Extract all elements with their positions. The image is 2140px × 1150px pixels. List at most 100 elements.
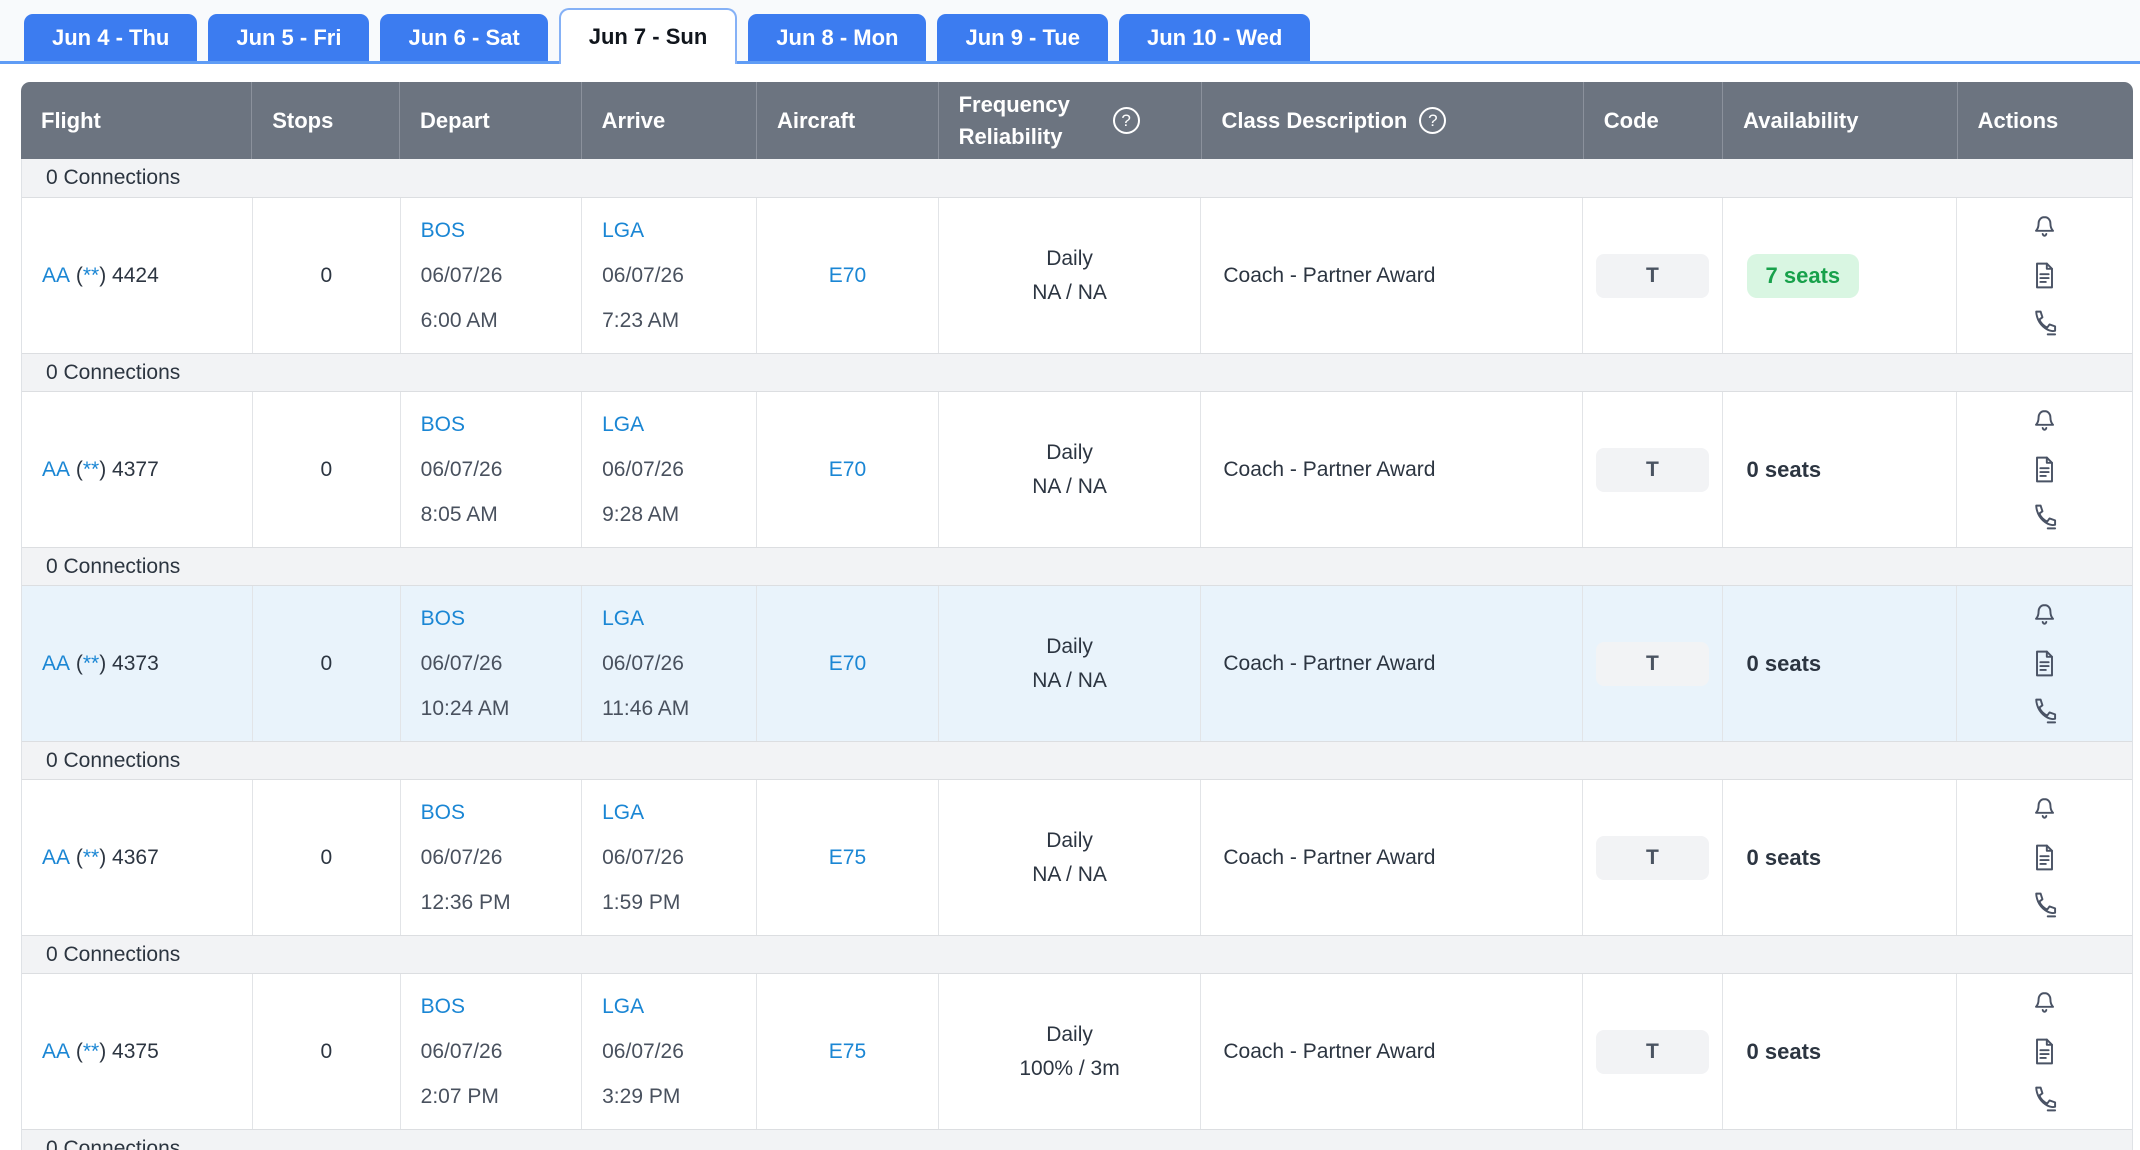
document-icon[interactable] — [2029, 648, 2060, 679]
actions-cell — [1955, 392, 2132, 547]
flight-cell: AA (**) 4373 — [22, 586, 252, 741]
depart-airport-link[interactable]: BOS — [420, 994, 466, 1018]
availability-badge: 7 seats — [1746, 253, 1860, 298]
availability-badge: 0 seats — [1746, 650, 1822, 676]
bell-icon[interactable] — [2029, 407, 2060, 438]
depart-date: 06/07/26 — [420, 651, 503, 675]
depart-airport-link[interactable]: BOS — [420, 800, 466, 824]
arrive-cell: LGA 06/07/26 9:28 AM — [581, 392, 756, 547]
codeshare-link[interactable]: ** — [82, 651, 100, 675]
aircraft-cell: E70 — [756, 586, 937, 741]
availability-badge: 0 seats — [1746, 456, 1822, 482]
date-tab[interactable]: Jun 7 - Sun — [558, 8, 738, 64]
date-tab[interactable]: Jun 4 - Thu — [24, 14, 198, 61]
document-icon[interactable] — [2029, 1036, 2060, 1067]
arrive-date: 06/07/26 — [602, 263, 684, 287]
codeshare-link[interactable]: ** — [82, 845, 100, 869]
codeshare-paren: ( — [70, 1039, 83, 1063]
arrive-airport-link[interactable]: LGA — [602, 994, 645, 1018]
date-tab-label: Jun 6 - Sat — [408, 24, 520, 50]
phone-icon[interactable] — [2029, 1083, 2060, 1114]
date-tab[interactable]: Jun 8 - Mon — [748, 14, 927, 61]
column-header-code: Code — [1582, 82, 1722, 159]
phone-icon[interactable] — [2029, 501, 2060, 532]
codeshare-paren: ) — [99, 651, 113, 675]
bell-icon[interactable] — [2029, 213, 2060, 244]
phone-icon[interactable] — [2029, 889, 2060, 920]
depart-airport-link[interactable]: BOS — [420, 218, 466, 242]
depart-airport-link[interactable]: BOS — [420, 412, 466, 436]
frequency-reliability-cell: Daily 100% / 3m — [937, 974, 1201, 1129]
bell-icon[interactable] — [2029, 601, 2060, 632]
flight-row: AA (**) 4377 0 BOS 06/07/26 8:05 AM LGA … — [22, 392, 2132, 547]
document-icon[interactable] — [2029, 842, 2060, 873]
date-tab-label: Jun 7 - Sun — [588, 24, 708, 49]
aircraft-link[interactable]: E70 — [828, 263, 867, 287]
document-icon[interactable] — [2029, 454, 2060, 485]
column-header-depart: Depart — [399, 82, 581, 159]
aircraft-link[interactable]: E70 — [828, 651, 867, 675]
bell-icon[interactable] — [2029, 795, 2060, 826]
arrive-time: 3:29 PM — [602, 1084, 681, 1108]
arrive-airport-link[interactable]: LGA — [602, 800, 645, 824]
frequency-value: Daily — [1046, 828, 1093, 852]
airline-link[interactable]: AA — [42, 845, 71, 869]
date-tab-label: Jun 10 - Wed — [1146, 24, 1283, 50]
connections-band: 0 Connections — [22, 547, 2132, 586]
codeshare-paren: ( — [70, 263, 83, 287]
code-cell: T — [1582, 780, 1721, 935]
column-label: Arrive — [601, 107, 666, 133]
codeshare-link[interactable]: ** — [82, 457, 100, 481]
availability-badge: 0 seats — [1746, 844, 1822, 870]
arrive-cell: LGA 06/07/26 1:59 PM — [581, 780, 756, 935]
codeshare-link[interactable]: ** — [82, 1039, 100, 1063]
phone-icon[interactable] — [2029, 307, 2060, 338]
connections-label: 0 Connections — [46, 166, 181, 189]
aircraft-link[interactable]: E75 — [828, 1039, 867, 1063]
phone-icon[interactable] — [2029, 695, 2060, 726]
depart-cell: BOS 06/07/26 2:07 PM — [399, 974, 581, 1129]
help-icon[interactable]: ? — [1112, 107, 1140, 134]
frequency-reliability-cell: Daily NA / NA — [937, 586, 1201, 741]
arrive-airport-link[interactable]: LGA — [602, 606, 645, 630]
arrive-airport-link[interactable]: LGA — [602, 218, 645, 242]
date-tab[interactable]: Jun 6 - Sat — [380, 14, 548, 61]
document-icon[interactable] — [2029, 260, 2060, 291]
date-tabs: Jun 4 - Thu Jun 5 - Fri Jun 6 - Sat Jun … — [0, 0, 2140, 64]
arrive-airport-link[interactable]: LGA — [602, 412, 645, 436]
depart-date: 06/07/26 — [420, 263, 503, 287]
arrive-date: 06/07/26 — [602, 457, 684, 481]
aircraft-cell: E75 — [756, 780, 937, 935]
airline-link[interactable]: AA — [42, 1039, 71, 1063]
aircraft-link[interactable]: E75 — [828, 845, 867, 869]
frequency-value: Daily — [1046, 1022, 1093, 1046]
table-body: 0 Connections AA (**) 4424 0 BOS 06/07/2… — [21, 159, 2133, 1150]
arrive-cell: LGA 06/07/26 7:23 AM — [581, 198, 756, 353]
reliability-value: 100% / 3m — [1019, 1056, 1120, 1080]
date-tab-label: Jun 5 - Fri — [236, 24, 342, 50]
date-tab[interactable]: Jun 10 - Wed — [1118, 14, 1311, 61]
class-description-value: Coach - Partner Award — [1223, 457, 1436, 481]
availability-cell: 0 seats — [1721, 392, 1956, 547]
date-tab[interactable]: Jun 9 - Tue — [937, 14, 1108, 61]
column-label: Frequency Reliability — [958, 91, 1070, 149]
depart-cell: BOS 06/07/26 8:05 AM — [399, 392, 581, 547]
stops-cell: 0 — [251, 974, 400, 1129]
stops-value: 0 — [320, 457, 333, 481]
airline-link[interactable]: AA — [42, 263, 71, 287]
help-icon[interactable]: ? — [1419, 107, 1447, 134]
connection-group: 0 Connections AA (**) 4373 0 BOS 06/07/2… — [22, 547, 2132, 741]
bell-icon[interactable] — [2029, 989, 2060, 1020]
flight-row: AA (**) 4373 0 BOS 06/07/26 10:24 AM LGA… — [22, 586, 2132, 741]
airline-link[interactable]: AA — [42, 651, 71, 675]
aircraft-link[interactable]: E70 — [828, 457, 867, 481]
date-tab[interactable]: Jun 5 - Fri — [208, 14, 370, 61]
column-header-class-description: Class Description ? — [1200, 82, 1583, 159]
arrive-time: 1:59 PM — [602, 890, 681, 914]
depart-airport-link[interactable]: BOS — [420, 606, 466, 630]
stops-cell: 0 — [251, 392, 400, 547]
airline-link[interactable]: AA — [42, 457, 71, 481]
codeshare-link[interactable]: ** — [82, 263, 100, 287]
depart-date: 06/07/26 — [420, 1039, 503, 1063]
connections-band: 0 Connections — [22, 353, 2132, 392]
